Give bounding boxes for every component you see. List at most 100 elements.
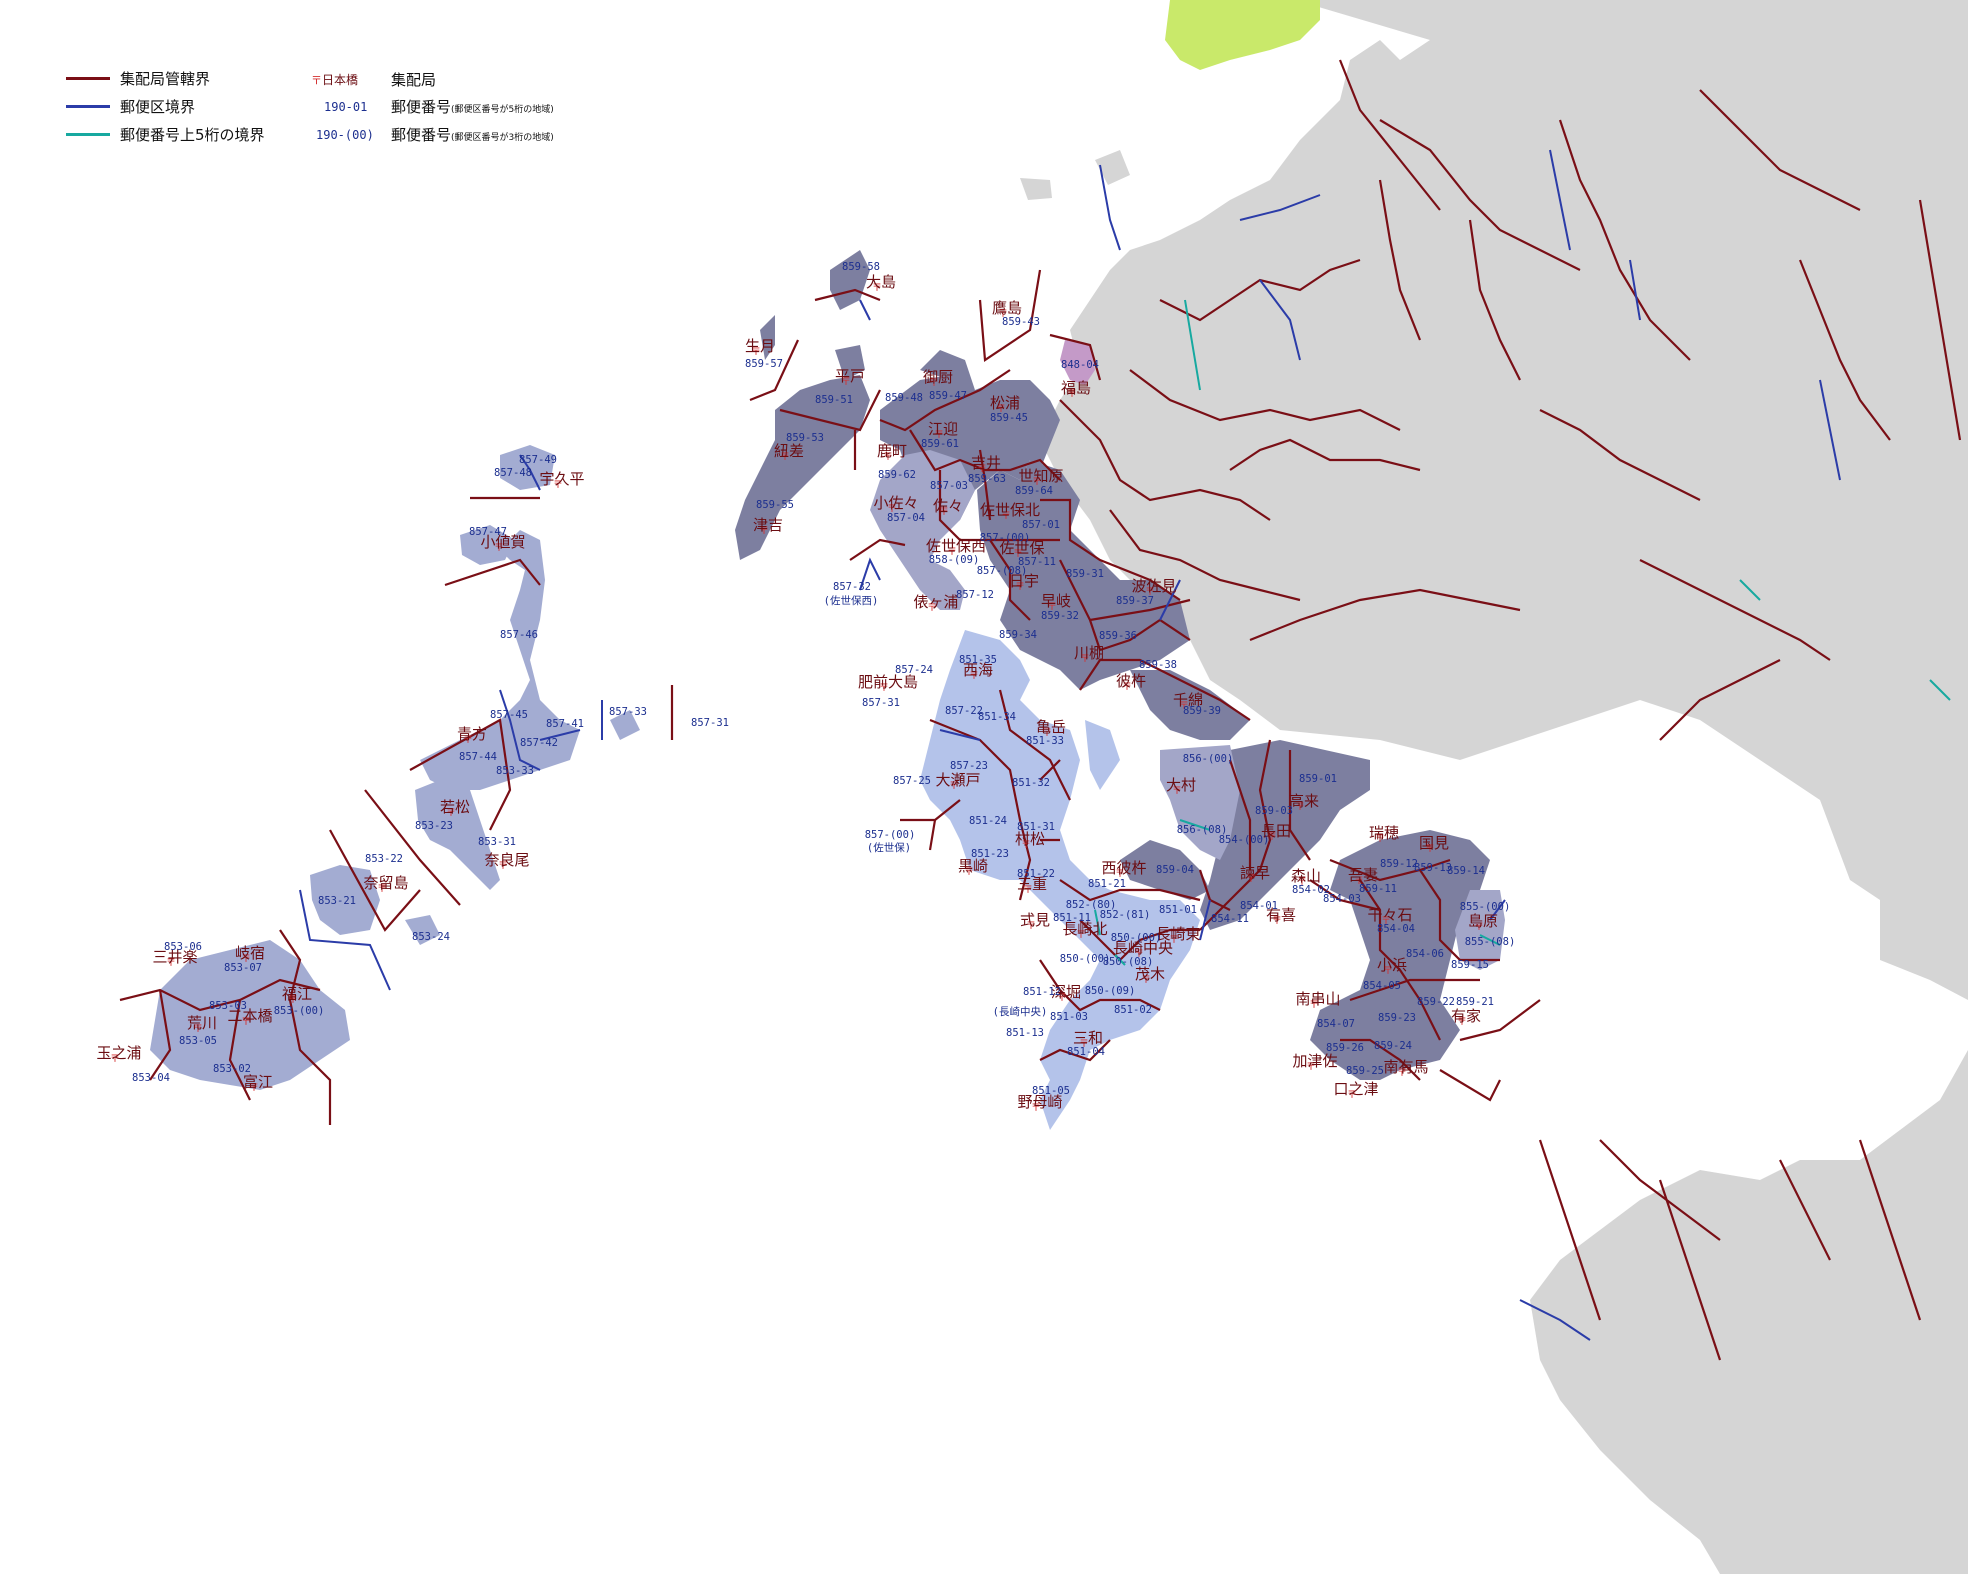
postal-code-label: 851-32 xyxy=(1012,777,1050,789)
post-mark-icon: 〒 xyxy=(288,995,298,1006)
post-mark-icon: 〒 xyxy=(1134,949,1144,960)
post-mark-icon: 〒 xyxy=(1145,587,1155,598)
post-mark-icon: 〒 xyxy=(1295,802,1305,813)
office-label: 大島 xyxy=(866,273,896,291)
postal-code-label: 859-53 xyxy=(786,432,824,444)
office-label: 黒崎 xyxy=(958,857,988,875)
delivery-boundaries xyxy=(119,59,1962,1361)
office-label: 俵ヶ浦 xyxy=(913,593,958,611)
office-label: 長崎北 xyxy=(1062,920,1107,938)
postal-boundaries xyxy=(299,149,1841,1341)
postal-code-label: 851-23 xyxy=(971,848,1009,860)
office-label: 世知原 xyxy=(1018,467,1063,485)
postal-code-label: 859-57 xyxy=(745,358,783,370)
postal-code-label: 858-(09) xyxy=(929,554,980,566)
post-mark-icon: 〒 xyxy=(1267,832,1277,843)
sasebo-zone xyxy=(735,250,1490,1080)
office-label: 小浜 xyxy=(1377,956,1407,974)
office-label: 小佐々 xyxy=(873,494,918,512)
postal-code-label: 859-13 xyxy=(1414,862,1452,874)
post-mark-icon: 〒 xyxy=(553,480,563,491)
postal-code-label: 859-34 xyxy=(999,629,1037,641)
office-label: 吾妻 xyxy=(1348,866,1378,884)
post-mark-icon: 〒 xyxy=(1246,874,1256,885)
postal-code-label: 859-12 xyxy=(1380,858,1418,870)
post-mark-icon: 〒 xyxy=(1474,922,1484,933)
post-mark-icon: 〒 xyxy=(1383,966,1393,977)
neighbor-land xyxy=(1020,0,1968,1574)
office-label: 佐世保 xyxy=(999,539,1044,557)
post-mark-icon: 〒 xyxy=(446,808,456,819)
postal-code-label: 851-11 xyxy=(1053,912,1091,924)
post-office-labels: 〒大島〒生月〒平戸 〒御厨〒松浦〒鷹島〒福島〒江迎〒紐差 〒鹿町〒吉井〒世知原〒小佐… xyxy=(96,273,1498,1114)
legend-code3-sample: 190-(00) xyxy=(316,128,374,142)
post-mark-icon: 〒 xyxy=(1397,1068,1407,1079)
post-mark-icon: 〒 xyxy=(1425,844,1435,855)
office-label: 江迎 xyxy=(928,420,958,438)
postal-code-label: 853-02 xyxy=(213,1063,251,1075)
office-label: 国見 xyxy=(1419,834,1449,852)
office-label: 島原 xyxy=(1468,912,1498,930)
postal-line-swatch xyxy=(66,104,110,108)
office-label: 式見 xyxy=(1020,911,1050,929)
office-label: 大瀬戸 xyxy=(935,771,980,789)
office-label: 千々石 xyxy=(1367,906,1412,924)
postal-code-label: 857-46 xyxy=(500,629,538,641)
office-label: 福江 xyxy=(282,985,312,1003)
post-mark-icon: 〒 xyxy=(1015,582,1025,593)
postal-code-label: 851-21 xyxy=(1088,878,1126,890)
postal-code-label: 859-36 xyxy=(1099,630,1137,642)
post-mark-icon: 〒 xyxy=(1080,654,1090,665)
postal-code-label: 851-04 xyxy=(1067,1046,1105,1058)
postal-code-label: 859-25 xyxy=(1346,1065,1384,1077)
postal-code-label: 854-03 xyxy=(1323,893,1361,905)
office-label: 長崎中央 xyxy=(1113,939,1173,957)
legend-office-desc: 集配局 xyxy=(391,71,437,89)
office-label: 佐々 xyxy=(933,497,963,515)
postal-code-label: 851-01 xyxy=(1159,904,1197,916)
post-mark-icon: 〒 xyxy=(241,954,251,965)
post-mark-icon: 〒 xyxy=(1381,916,1391,927)
postal-code-label: 859-26 xyxy=(1326,1042,1364,1054)
postal-code-label: 853-33 xyxy=(496,765,534,777)
post-mark-icon: 〒 xyxy=(1032,477,1042,488)
post-mark-icon: 〒 xyxy=(872,283,882,294)
post-mark-icon: 〒 xyxy=(1026,921,1036,932)
postal-code-label: 857-04 xyxy=(887,512,925,524)
postal-code-label: 857-42 xyxy=(520,737,558,749)
postal-code-label: 857-24 xyxy=(895,664,933,676)
postal-code-label: 853-06 xyxy=(164,941,202,953)
post-mark-icon: 〒 xyxy=(934,430,944,441)
postal-code-label: 857-45 xyxy=(490,709,528,721)
postal-code-label: 859-03 xyxy=(1255,805,1293,817)
office-label: 千綿 xyxy=(1173,691,1203,709)
postal-code-labels: 859-58 859-43 848-04 859-57 859-51 859-48 859-… xyxy=(132,261,1515,1097)
postal-code-label: 859-58 xyxy=(842,261,880,273)
postal-code-label: 851-35 xyxy=(959,654,997,666)
post-mark-icon: 〒 xyxy=(1375,834,1385,845)
upper5-line-swatch xyxy=(66,132,110,136)
post-mark-icon: 〒 xyxy=(311,74,322,87)
postal-code-label: 857-12 xyxy=(956,589,994,601)
office-label: 諫早 xyxy=(1240,864,1270,882)
postal-code-label: 859-24 xyxy=(1374,1040,1412,1052)
office-label: 波佐見 xyxy=(1131,577,1176,595)
legend-postal-label: 郵便区境界 xyxy=(120,97,196,116)
office-label: 早岐 xyxy=(1041,592,1071,610)
postal-code-label: 859-61 xyxy=(921,438,959,450)
post-mark-icon: 〒 xyxy=(949,781,959,792)
postal-code-label: 853-07 xyxy=(224,962,262,974)
post-mark-icon: 〒 xyxy=(377,884,387,895)
office-label: 有家 xyxy=(1451,1007,1481,1025)
postal-code-label: 854-06 xyxy=(1406,948,1444,960)
post-mark-icon: 〒 xyxy=(879,683,889,694)
postal-code-label: 857-32 xyxy=(833,581,871,593)
postal-code-label: 857-31 xyxy=(862,697,900,709)
office-label: 森山 xyxy=(1291,867,1321,885)
post-mark-icon: 〒 xyxy=(1047,602,1057,613)
office-label: 加津佐 xyxy=(1292,1052,1337,1070)
post-mark-icon: 〒 xyxy=(1141,975,1151,986)
postal-code-label: 853-22 xyxy=(365,853,403,865)
postal-code-label: 851-03 xyxy=(1050,1011,1088,1023)
